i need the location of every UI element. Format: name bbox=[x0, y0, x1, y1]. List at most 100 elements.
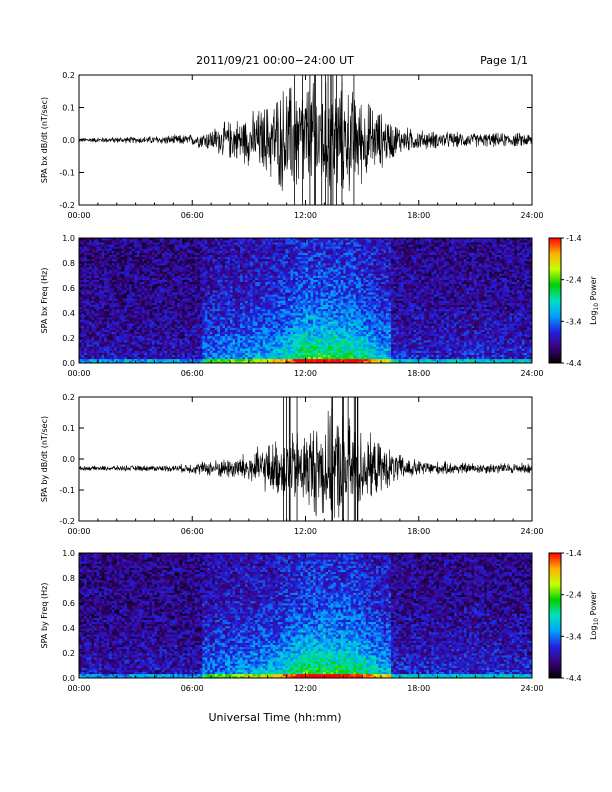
spectrogram-cell bbox=[151, 254, 155, 258]
spectrogram-cell bbox=[199, 304, 203, 308]
spectrogram-cell bbox=[280, 333, 284, 337]
spectrogram-cell bbox=[121, 338, 125, 341]
spectrogram-cell bbox=[139, 283, 143, 287]
spectrogram-cell bbox=[240, 331, 243, 335]
x-tick-label: 24:00 bbox=[520, 211, 543, 220]
spectrogram-cell bbox=[172, 358, 175, 362]
spectrogram-cell bbox=[267, 238, 271, 241]
spectrogram-cell bbox=[202, 269, 206, 272]
spectrogram-cell bbox=[260, 263, 264, 266]
spectrogram-cell bbox=[124, 271, 128, 274]
spectrogram-cell bbox=[189, 248, 193, 251]
spectrogram-cell bbox=[262, 248, 266, 251]
spectrogram-cell bbox=[169, 317, 173, 320]
spectrogram-cell bbox=[81, 327, 85, 330]
spectrogram-cell bbox=[89, 327, 92, 330]
spectrogram-cell bbox=[212, 267, 216, 270]
spectrogram-cell bbox=[224, 269, 228, 272]
spectrogram-cell bbox=[114, 244, 118, 247]
spectrogram-cell bbox=[267, 267, 271, 270]
spectrogram-cell bbox=[197, 275, 201, 278]
spectrogram-cell bbox=[124, 256, 128, 260]
spectrogram-cell bbox=[154, 254, 158, 258]
spectrogram-cell bbox=[247, 290, 251, 293]
spectrogram-cell bbox=[260, 310, 264, 314]
spectrogram-cell bbox=[197, 292, 201, 295]
spectrogram-cell bbox=[219, 340, 223, 343]
spectrogram-cell bbox=[86, 306, 90, 310]
spectrogram-cell bbox=[162, 290, 165, 293]
spectrogram-cell bbox=[129, 356, 133, 360]
spectrogram-cell bbox=[277, 285, 281, 289]
spectrogram-cell bbox=[136, 356, 140, 360]
spectrogram-cell bbox=[89, 319, 92, 322]
spectrogram-cell bbox=[159, 246, 163, 249]
spectrogram-cell bbox=[207, 254, 211, 258]
spectrogram-cell bbox=[184, 292, 188, 295]
spectrogram-cell bbox=[139, 348, 143, 351]
spectrogram-cell bbox=[204, 356, 208, 360]
spectrogram-cell bbox=[212, 277, 216, 280]
spectrogram-cell bbox=[139, 279, 143, 283]
spectrogram-cell bbox=[240, 308, 243, 312]
spectrogram-cell bbox=[79, 267, 82, 270]
spectrogram-cell bbox=[245, 242, 248, 245]
spectrogram-cell bbox=[121, 242, 125, 245]
spectrogram-cell bbox=[245, 342, 248, 345]
spectrogram-cell bbox=[224, 277, 228, 280]
spectrogram-cell bbox=[99, 329, 102, 333]
spectrogram-cell bbox=[81, 321, 85, 324]
spectrogram-cell bbox=[136, 250, 140, 253]
spectrogram-cell bbox=[109, 275, 113, 278]
spectrogram-cell bbox=[146, 292, 150, 295]
spectrogram-cell bbox=[154, 346, 158, 349]
spectrogram-cell bbox=[194, 244, 198, 247]
spectrogram-cell bbox=[99, 335, 102, 339]
spectrogram-cell bbox=[275, 323, 279, 326]
spectrogram-cell bbox=[182, 317, 185, 320]
spectrogram-cell bbox=[219, 263, 223, 266]
spectrogram-cell bbox=[272, 238, 276, 241]
spectrogram-cell bbox=[79, 252, 82, 255]
spectrogram-cell bbox=[250, 267, 253, 270]
spectrogram-cell bbox=[149, 250, 153, 253]
spectrogram-cell bbox=[169, 358, 173, 362]
spectrogram-cell bbox=[99, 288, 102, 291]
spectrogram-cell bbox=[111, 298, 115, 301]
spectrogram-cell bbox=[96, 327, 100, 330]
spectrogram-cell bbox=[207, 283, 211, 287]
spectrogram-cell bbox=[121, 317, 125, 320]
spectrogram-cell bbox=[237, 321, 241, 324]
spectrogram-cell bbox=[124, 310, 128, 314]
spectrogram-cell bbox=[217, 304, 221, 308]
spectrogram-cell bbox=[250, 306, 253, 310]
spectrogram-cell bbox=[224, 342, 228, 345]
spectrogram-cell bbox=[99, 360, 102, 364]
spectrogram-cell bbox=[154, 358, 158, 362]
spectrogram-cell bbox=[270, 290, 274, 293]
spectrogram-cell bbox=[219, 288, 223, 291]
spectrogram-cell bbox=[245, 265, 248, 268]
spectrogram-cell bbox=[96, 317, 100, 320]
spectrogram-cell bbox=[252, 306, 256, 310]
spectrogram-cell bbox=[89, 248, 92, 251]
spectrogram-cell bbox=[172, 254, 175, 258]
spectrogram-cell bbox=[179, 242, 183, 245]
spectrogram-cell bbox=[134, 302, 138, 305]
spectrogram-cell bbox=[167, 252, 170, 255]
spectrogram-cell bbox=[124, 323, 128, 326]
spectrogram-cell bbox=[247, 308, 251, 312]
spectrogram-cell bbox=[182, 258, 185, 262]
spectrogram-cell bbox=[99, 342, 102, 345]
spectrogram-cell bbox=[116, 290, 120, 293]
spectrogram-cell bbox=[131, 277, 135, 280]
spectrogram-cell bbox=[192, 254, 196, 258]
spectrogram-cell bbox=[217, 356, 221, 360]
spectrogram-cell bbox=[207, 321, 211, 324]
spectrogram-cell bbox=[154, 304, 158, 308]
spectrogram-cell bbox=[255, 344, 258, 347]
spectrogram-cell bbox=[139, 350, 143, 353]
spectrogram-cell bbox=[84, 296, 87, 299]
spectrogram-cell bbox=[245, 308, 248, 312]
spectrogram-cell bbox=[109, 360, 113, 364]
